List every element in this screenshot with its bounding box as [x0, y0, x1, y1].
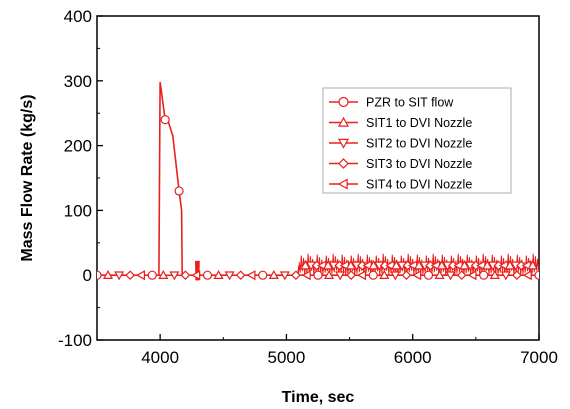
triangle-up-marker [504, 260, 516, 270]
legend-label: SIT1 to DVI Nozzle [366, 116, 472, 130]
y-tick-label: 100 [64, 201, 92, 220]
circle-marker [313, 270, 323, 280]
y-tick-label: 0 [83, 266, 92, 285]
triangle-left-marker [412, 270, 422, 281]
triangle-down-marker [390, 271, 401, 281]
triangle-left-marker [246, 270, 256, 281]
triangle-down-marker [445, 271, 456, 281]
y-tick-label: 200 [64, 137, 92, 156]
triangle-up-marker [368, 260, 379, 270]
circle-marker [202, 270, 213, 280]
burst-trace [195, 260, 200, 281]
legend-label: SIT2 to DVI Nozzle [366, 137, 472, 151]
legend-item: SIT1 to DVI Nozzle [329, 116, 472, 130]
triangle-left-marker [522, 270, 532, 281]
triangle-down-marker [335, 271, 346, 281]
triangle-up-marker [324, 269, 335, 279]
diamond-marker [235, 270, 246, 281]
triangle-up-marker [482, 260, 493, 270]
triangle-up-marker [489, 269, 500, 279]
circle-marker [338, 96, 349, 108]
triangle-down-marker [169, 271, 180, 281]
x-tick-label: 5000 [268, 348, 306, 367]
x-axis: 4000 5000 6000 7000 [96, 334, 558, 367]
diamond-marker [346, 270, 356, 281]
legend-item: PZR to SIT flow [329, 96, 454, 110]
circle-marker [423, 270, 434, 280]
series-layer [97, 81, 539, 281]
triangle-up-marker [413, 260, 425, 270]
triangle-up-marker [300, 260, 311, 270]
triangle-up-marker [459, 260, 470, 270]
circle-marker [147, 270, 157, 280]
triangle-up-marker [158, 269, 169, 279]
diamond-marker [401, 270, 412, 281]
legend-box [322, 87, 512, 194]
triangle-up-marker [337, 116, 350, 127]
x-tick-label: 6000 [394, 348, 432, 367]
y-axis: -100 0 100 200 300 400 [58, 7, 103, 350]
triangle-down-marker [279, 271, 290, 281]
triangle-up-marker [322, 260, 334, 270]
y-tick-label: -100 [58, 331, 92, 350]
y-tick-label: 400 [64, 7, 92, 26]
triangle-down-marker [500, 271, 511, 281]
x-tick-label: 4000 [141, 348, 179, 367]
legend-label: SIT3 to DVI Nozzle [366, 157, 472, 171]
triangle-up-marker [213, 269, 224, 279]
triangle-down-marker [114, 271, 125, 281]
legend-item: SIT3 to DVI Nozzle [329, 157, 472, 171]
triangle-up-marker [527, 260, 538, 270]
x-axis-title: Time, sec [282, 389, 355, 406]
triangle-up-marker [345, 260, 357, 270]
legend-item: SIT4 to DVI Nozzle [329, 178, 472, 192]
y-tick-label: 300 [64, 72, 92, 91]
series-markers [97, 115, 539, 281]
circle-marker [160, 115, 170, 125]
triangle-left-marker [356, 270, 366, 281]
y-axis-title: Mass Flow Rate (kg/s) [19, 94, 36, 261]
legend-label: SIT4 to DVI Nozzle [366, 178, 472, 192]
circle-marker [479, 270, 489, 280]
triangle-down-marker [224, 271, 235, 281]
legend-items: PZR to SIT flow SIT1 to DVI Nozzle SIT2 to… [329, 96, 472, 192]
triangle-left-marker [301, 270, 311, 281]
diamond-marker [338, 158, 349, 169]
triangle-up-marker [103, 269, 114, 279]
triangle-left-marker [191, 270, 201, 281]
triangle-left-marker [467, 270, 477, 281]
circle-marker [258, 270, 268, 280]
legend-item: SIT2 to DVI Nozzle [329, 137, 472, 151]
diamond-marker [180, 270, 191, 281]
triangle-up-marker [391, 260, 402, 270]
diamond-marker [512, 270, 522, 281]
triangle-down-marker [337, 138, 350, 149]
triangle-left-marker [337, 178, 348, 190]
circle-marker [368, 270, 378, 280]
circle-marker [534, 270, 539, 280]
triangle-up-marker [434, 269, 445, 279]
legend: PZR to SIT flow SIT1 to DVI Nozzle SIT2 to… [322, 87, 512, 194]
circle-marker [97, 270, 102, 280]
diamond-marker [291, 270, 301, 281]
triangle-left-marker [135, 270, 145, 281]
circle-marker [174, 186, 184, 196]
triangle-up-marker [268, 269, 279, 279]
legend-label: PZR to SIT flow [366, 96, 454, 110]
x-tick-label: 7000 [520, 348, 558, 367]
diamond-marker [456, 270, 467, 281]
diamond-marker [125, 270, 135, 281]
triangle-up-marker [379, 269, 390, 279]
triangle-up-marker [436, 260, 447, 270]
